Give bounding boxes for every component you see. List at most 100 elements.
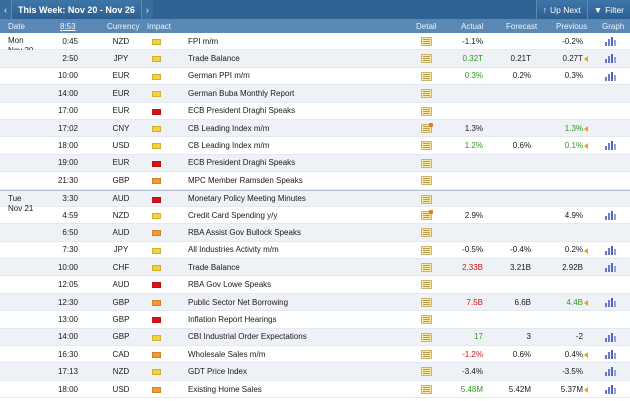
bar-chart-icon[interactable] bbox=[605, 263, 616, 273]
row-event[interactable]: GDT Price Index bbox=[188, 367, 247, 377]
bar-chart-icon[interactable] bbox=[605, 37, 616, 46]
table-row[interactable]: 17:13 NZD GDT Price Index -3.4% -3.5% bbox=[0, 363, 630, 381]
row-previous: 1.3% bbox=[564, 123, 583, 133]
bar-chart-icon[interactable] bbox=[605, 141, 616, 151]
bar-chart-icon[interactable] bbox=[605, 367, 616, 377]
row-event[interactable]: CB Leading Index m/m bbox=[188, 141, 270, 151]
table-row[interactable]: 14:00 GBP CBI Industrial Order Expectation… bbox=[0, 328, 630, 347]
row-event[interactable]: German PPI m/m bbox=[188, 71, 250, 81]
table-row[interactable]: 19:00 EUR ECB President Draghi Speaks bbox=[0, 154, 630, 173]
table-row[interactable]: 6:50 AUD RBA Assist Gov Bullock Speaks bbox=[0, 224, 630, 242]
row-event[interactable]: FPI m/m bbox=[188, 36, 219, 46]
revised-icon bbox=[584, 386, 588, 393]
row-previous: 5.37M bbox=[560, 384, 583, 394]
row-previous: 0.1% bbox=[564, 141, 583, 151]
folder-icon[interactable] bbox=[421, 297, 432, 307]
row-event[interactable]: Existing Home Sales bbox=[188, 384, 262, 394]
row-event[interactable]: German Buba Monthly Report bbox=[188, 88, 295, 98]
folder-icon[interactable] bbox=[421, 106, 432, 116]
up-next-button[interactable]: ↑ Up Next bbox=[535, 0, 587, 19]
folder-icon[interactable] bbox=[421, 158, 432, 168]
row-event[interactable]: Wholesale Sales m/m bbox=[188, 349, 266, 359]
table-row[interactable]: 12:05 AUD RBA Gov Lowe Speaks bbox=[0, 276, 630, 294]
row-currency: NZD bbox=[112, 36, 130, 46]
bar-chart-icon[interactable] bbox=[605, 54, 616, 64]
table-row[interactable]: 17:02 CNY CB Leading Index m/m 1.3% 1.3% bbox=[0, 119, 630, 138]
row-event[interactable]: All Industries Activity m/m bbox=[188, 245, 279, 255]
bar-chart-icon[interactable] bbox=[605, 384, 616, 394]
row-forecast: 0.6% bbox=[512, 141, 531, 151]
folder-icon[interactable] bbox=[421, 263, 432, 273]
row-event[interactable]: Trade Balance bbox=[188, 54, 240, 64]
filter-button[interactable]: ▼ Filter bbox=[586, 0, 630, 19]
folder-icon[interactable] bbox=[421, 315, 432, 325]
row-time: 10:00 bbox=[57, 262, 78, 272]
row-event[interactable]: Public Sector Net Borrowing bbox=[188, 297, 289, 307]
table-row[interactable]: 18:00 USD Existing Home Sales 5.48M 5.42M 5.3… bbox=[0, 381, 630, 399]
row-actual: 5.48M bbox=[460, 384, 483, 394]
table-row[interactable]: 14:00 EUR German Buba Monthly Report bbox=[0, 85, 630, 103]
row-event[interactable]: RBA Assist Gov Bullock Speaks bbox=[188, 227, 301, 237]
row-event[interactable]: Monetary Policy Meeting Minutes bbox=[188, 193, 306, 203]
bar-chart-icon[interactable] bbox=[605, 245, 616, 255]
bar-chart-icon-bar bbox=[611, 54, 613, 64]
table-row[interactable]: 2:50 JPY Trade Balance 0.32T 0.21T 0.27T bbox=[0, 50, 630, 68]
folder-icon[interactable] bbox=[421, 71, 432, 81]
row-time: 16:30 bbox=[57, 349, 78, 359]
table-row[interactable]: 13:00 GBP Inflation Report Hearings bbox=[0, 311, 630, 329]
row-date-label: Nov 21 bbox=[8, 203, 34, 213]
folder-icon[interactable] bbox=[421, 122, 433, 133]
folder-icon[interactable] bbox=[421, 141, 432, 151]
row-actual: -1.2% bbox=[462, 349, 483, 359]
row-event[interactable]: RBA Gov Lowe Speaks bbox=[188, 280, 272, 290]
row-time: 18:00 bbox=[57, 141, 78, 151]
chevron-left-icon[interactable]: ‹ bbox=[0, 0, 12, 19]
table-row[interactable]: 18:00 USD CB Leading Index m/m 1.2% 0.6% 0.1% bbox=[0, 137, 630, 155]
folder-icon[interactable] bbox=[421, 176, 432, 186]
row-event[interactable]: Credit Card Spending y/y bbox=[188, 210, 278, 220]
row-event[interactable]: ECB President Draghi Speaks bbox=[188, 158, 296, 168]
col-time[interactable]: 8:53 bbox=[60, 21, 76, 31]
table-row[interactable]: Tue Nov 21 3:30 AUD Monetary Policy Meeting … bbox=[0, 189, 630, 213]
bar-chart-icon[interactable] bbox=[605, 350, 616, 360]
folder-icon[interactable] bbox=[421, 194, 432, 204]
table-row[interactable]: 10:00 EUR German PPI m/m 0.3% 0.2% 0.3% bbox=[0, 68, 630, 86]
week-title: This Week: Nov 20 - Nov 26 bbox=[18, 4, 135, 15]
table-row[interactable]: 16:30 CAD Wholesale Sales m/m -1.2% 0.6% 0.4% bbox=[0, 346, 630, 364]
row-event[interactable]: CBI Industrial Order Expectations bbox=[188, 332, 307, 342]
folder-icon[interactable] bbox=[421, 89, 432, 99]
bar-chart-icon[interactable] bbox=[605, 71, 616, 81]
bar-chart-icon[interactable] bbox=[605, 332, 616, 342]
chevron-right-icon[interactable]: › bbox=[140, 0, 153, 19]
folder-icon[interactable] bbox=[421, 280, 432, 290]
impact-low-icon bbox=[152, 91, 161, 98]
table-row[interactable]: 12:30 GBP Public Sector Net Borrowing 7.5B 6… bbox=[0, 293, 630, 312]
row-event[interactable]: MPC Member Ramsden Speaks bbox=[188, 175, 303, 185]
bar-chart-icon-bar bbox=[614, 353, 616, 360]
row-currency: EUR bbox=[112, 106, 130, 116]
folder-icon[interactable] bbox=[421, 54, 432, 64]
table-row[interactable]: 17:00 EUR ECB President Draghi Speaks bbox=[0, 103, 630, 120]
impact-medium-icon bbox=[152, 178, 161, 185]
row-event[interactable]: ECB President Draghi Speaks bbox=[188, 106, 296, 116]
bar-chart-icon[interactable] bbox=[605, 297, 616, 307]
folder-icon[interactable] bbox=[421, 367, 432, 377]
table-row[interactable]: 10:00 CHF Trade Balance 2.33B 3.21B 2.92B bbox=[0, 259, 630, 277]
folder-icon[interactable] bbox=[421, 384, 432, 394]
row-currency: NZD bbox=[112, 367, 130, 377]
folder-icon[interactable] bbox=[421, 228, 432, 238]
folder-icon[interactable] bbox=[421, 350, 432, 360]
row-event[interactable]: CB Leading Index m/m bbox=[188, 123, 270, 133]
table-row[interactable]: 4:59 NZD Credit Card Spending y/y 2.9% 4.9% bbox=[0, 207, 630, 225]
table-row[interactable]: 7:30 JPY All Industries Activity m/m -0.5% -… bbox=[0, 242, 630, 260]
table-row[interactable]: 21:30 GBP MPC Member Ramsden Speaks bbox=[0, 172, 630, 190]
row-event[interactable]: Inflation Report Hearings bbox=[188, 314, 277, 324]
folder-icon[interactable] bbox=[421, 209, 433, 220]
folder-icon[interactable] bbox=[421, 37, 432, 46]
bar-chart-icon[interactable] bbox=[605, 210, 616, 220]
folder-icon[interactable] bbox=[421, 332, 432, 342]
folder-icon[interactable] bbox=[421, 245, 432, 255]
row-event[interactable]: Trade Balance bbox=[188, 262, 240, 272]
row-currency: GBP bbox=[112, 297, 130, 307]
